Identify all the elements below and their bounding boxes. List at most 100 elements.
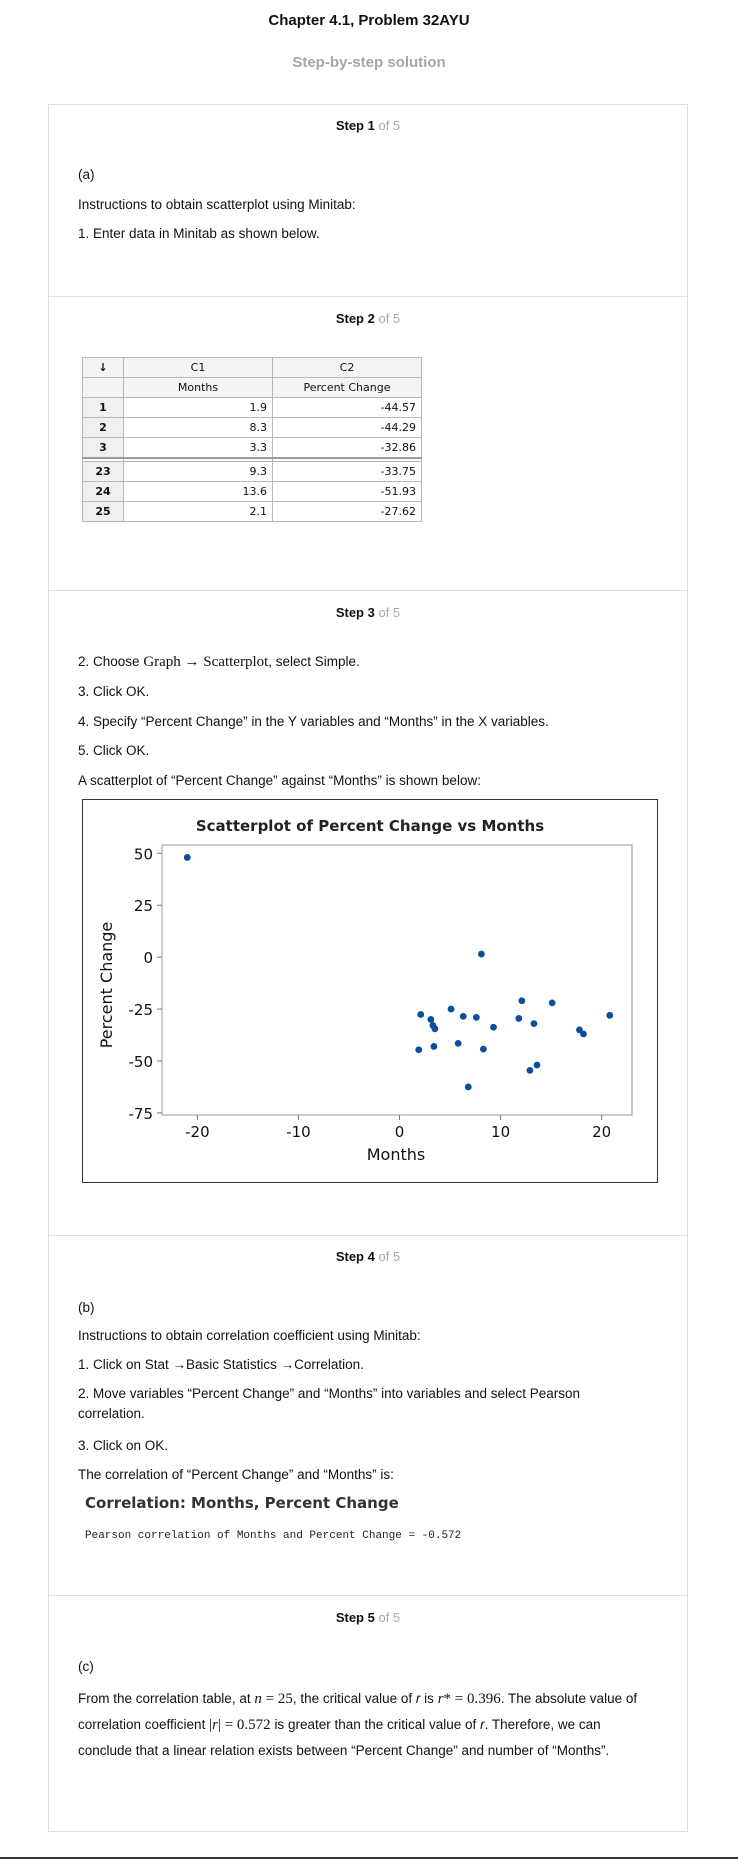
column-id: C2 bbox=[272, 357, 422, 378]
correlation-output-title: Correlation: Months, Percent Change bbox=[85, 1494, 399, 1512]
table-row: 3 3.3 -32.86 bbox=[82, 437, 422, 459]
r-variable: r bbox=[415, 1691, 421, 1706]
step-3-heading: Step 3 of 5 bbox=[48, 605, 688, 620]
step3-item3: 3. Click OK. bbox=[78, 684, 150, 699]
step-count: of 5 bbox=[378, 118, 401, 133]
data-point bbox=[454, 1039, 462, 1047]
conclusion-text: . The absolute value of correlation coef… bbox=[78, 1691, 638, 1732]
scatterplot-figure: Scatterplot of Percent Change vs Months … bbox=[82, 799, 658, 1183]
step-divider bbox=[49, 1235, 687, 1236]
step3-item2-post: , select Simple. bbox=[268, 654, 360, 669]
data-point bbox=[477, 950, 485, 958]
data-point bbox=[580, 1030, 587, 1038]
data-point bbox=[530, 1020, 538, 1028]
data-point bbox=[533, 1061, 541, 1069]
percent-change-cell: -27.62 bbox=[272, 501, 422, 522]
row-number: 25 bbox=[82, 501, 124, 522]
step-2-heading: Step 2 of 5 bbox=[48, 311, 688, 326]
step4-lead: The correlation of “Percent Change” and … bbox=[78, 1467, 394, 1482]
months-cell: 9.3 bbox=[123, 461, 273, 482]
data-point bbox=[548, 999, 556, 1007]
part-c-label: (c) bbox=[78, 1659, 94, 1674]
percent-change-cell: -32.86 bbox=[272, 437, 422, 459]
abs-correlation-expr: |r| = 0.572 bbox=[209, 1717, 271, 1733]
step-label: Step 3 bbox=[335, 605, 375, 620]
data-point bbox=[480, 1045, 487, 1053]
step-label: Step 4 bbox=[335, 1249, 375, 1264]
solution-panel bbox=[48, 104, 688, 1832]
percent-change-cell: -33.75 bbox=[272, 461, 422, 482]
sample-size-expr: n = 25 bbox=[254, 1691, 293, 1707]
conclusion-text: is bbox=[424, 1691, 434, 1706]
x-tick-label: -10 bbox=[286, 1123, 311, 1141]
y-tick-label: 25 bbox=[134, 897, 153, 915]
x-tick-label: -20 bbox=[185, 1123, 210, 1141]
menu-path: Graph → Scatterplot bbox=[143, 654, 269, 670]
table-row: 1 1.9 -44.57 bbox=[82, 397, 422, 418]
months-cell: 13.6 bbox=[123, 481, 273, 502]
step-divider bbox=[49, 1595, 687, 1596]
correlation-output-line: Pearson correlation of Months and Percen… bbox=[85, 1530, 462, 1542]
table-row: 25 2.1 -27.62 bbox=[82, 501, 422, 522]
y-tick-label: -25 bbox=[129, 1001, 154, 1019]
x-tick-label: 10 bbox=[491, 1123, 510, 1141]
part-a-label: (a) bbox=[78, 167, 95, 182]
row-header-blank bbox=[82, 377, 124, 398]
months-cell: 8.3 bbox=[123, 417, 273, 438]
y-tick-label: 50 bbox=[134, 845, 153, 863]
step-divider bbox=[49, 296, 687, 297]
table-row: 24 13.6 -51.93 bbox=[82, 481, 422, 502]
percent-change-cell: -51.93 bbox=[272, 481, 422, 502]
data-point bbox=[431, 1025, 439, 1033]
data-point bbox=[183, 854, 191, 861]
data-point bbox=[490, 1023, 497, 1031]
conclusion-text: . Therefore, we can conclude that a line… bbox=[78, 1717, 610, 1758]
page-bottom-rule bbox=[0, 1857, 738, 1859]
data-point bbox=[447, 1005, 455, 1013]
step-count: of 5 bbox=[378, 1610, 401, 1625]
data-point bbox=[472, 1013, 480, 1021]
percent-change-cell: -44.57 bbox=[272, 397, 422, 418]
plot-area bbox=[161, 844, 633, 1116]
conclusion-text: , the critical value of bbox=[292, 1691, 413, 1706]
data-points bbox=[183, 854, 614, 1091]
x-axis-label: Months bbox=[367, 1145, 425, 1164]
data-point bbox=[464, 1083, 472, 1091]
data-point bbox=[459, 1012, 467, 1020]
step3-item2-pre: 2. Choose bbox=[78, 654, 140, 669]
chart-title: Scatterplot of Percent Change vs Months bbox=[196, 817, 544, 835]
months-cell: 2.1 bbox=[123, 501, 273, 522]
data-point bbox=[518, 997, 526, 1005]
part-b-label: (b) bbox=[78, 1300, 95, 1315]
row-number: 3 bbox=[82, 437, 124, 459]
step-label: Step 5 bbox=[335, 1610, 375, 1625]
months-cell: 3.3 bbox=[123, 437, 273, 459]
y-axis-label: Percent Change bbox=[97, 922, 116, 1049]
x-tick-label: 20 bbox=[592, 1123, 611, 1141]
step3-item4: 4. Specify “Percent Change” in the Y var… bbox=[78, 714, 549, 729]
step4-intro: Instructions to obtain correlation coeff… bbox=[78, 1328, 421, 1343]
page-subtitle: Step-by-step solution bbox=[292, 54, 446, 71]
step-1-heading: Step 1 of 5 bbox=[48, 118, 688, 133]
step-label: Step 1 bbox=[335, 118, 375, 133]
step-count: of 5 bbox=[378, 1249, 401, 1264]
data-point bbox=[606, 1011, 614, 1019]
scatterplot-svg: Scatterplot of Percent Change vs Months … bbox=[97, 817, 633, 1164]
y-tick-label: -50 bbox=[129, 1053, 154, 1071]
data-point bbox=[415, 1046, 423, 1054]
x-tick-label: 0 bbox=[395, 1123, 405, 1141]
table-row: 2 8.3 -44.29 bbox=[82, 417, 422, 438]
data-point bbox=[430, 1043, 438, 1050]
data-point bbox=[526, 1066, 534, 1074]
step4-item2: 2. Move variables “Percent Change” and “… bbox=[78, 1386, 581, 1421]
step-label: Step 2 bbox=[335, 311, 375, 326]
data-point bbox=[417, 1011, 425, 1018]
minitab-worksheet: ↓ C1 C2 Months Percent Change 1 1.9 -44.… bbox=[82, 357, 422, 522]
critical-value-expr: r* = 0.396 bbox=[437, 1691, 501, 1707]
row-number: 24 bbox=[82, 481, 124, 502]
step1-intro: Instructions to obtain scatterplot using… bbox=[78, 197, 356, 212]
y-tick-label: 0 bbox=[143, 949, 153, 967]
step-4-heading: Step 4 of 5 bbox=[48, 1249, 688, 1264]
r-variable: r bbox=[480, 1717, 485, 1732]
column-id: C1 bbox=[123, 357, 273, 378]
